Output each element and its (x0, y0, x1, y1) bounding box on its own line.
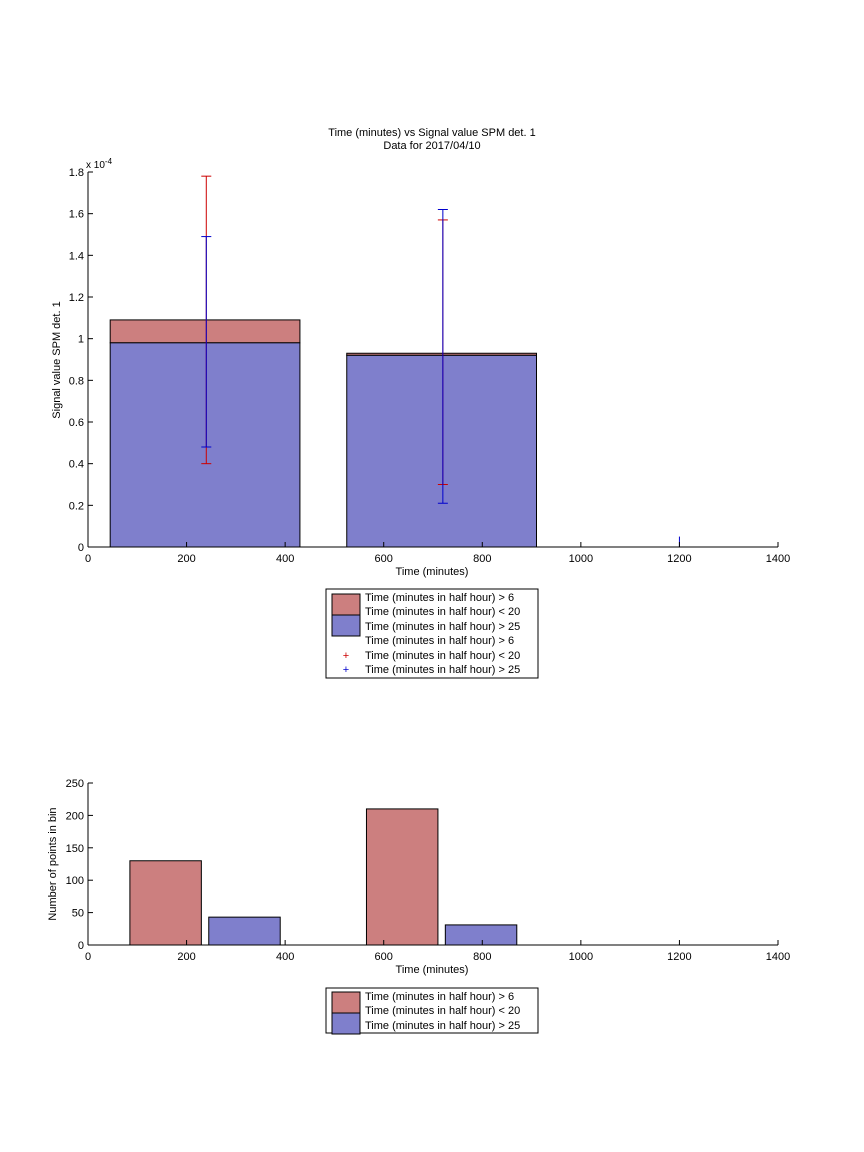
bottom-legend-box (325, 987, 539, 1034)
y-exponent-base: x 10 (86, 160, 105, 171)
legend-entry-text: Time (minutes in half hour) > 25 (365, 664, 520, 676)
top-chart: Time (minutes) vs Signal value SPM det. … (51, 127, 791, 679)
bottom-bars (129, 808, 518, 946)
y-tick-label: 50 (72, 908, 84, 920)
top-axes: 0 200 400 600 800 1000 1200 1400 0 0.2 0.4 0.6 0.8 1 1… (69, 167, 791, 565)
y-tick-label: 0.4 (69, 459, 84, 471)
y-exponent-power: -4 (105, 157, 113, 166)
y-exponent-label: x 10-4 (86, 157, 113, 171)
legend-swatch-blue (331, 614, 361, 637)
x-tick-label: 600 (375, 553, 393, 565)
legend-entry-text: Time (minutes in half hour) > 6 (365, 635, 514, 647)
y-tick-label: 0 (78, 940, 84, 952)
y-tick-label: 1 (78, 334, 84, 346)
x-tick-label: 0 (85, 951, 91, 963)
legend-entry-text: Time (minutes in half hour) < 20 (365, 650, 520, 662)
legend-entry-text: Time (minutes in half hour) > 25 (365, 1020, 520, 1032)
y-tick-label: 200 (66, 810, 84, 822)
bar-red (129, 860, 202, 946)
bar-red (365, 808, 439, 946)
legend-marker-red: + (343, 650, 349, 662)
top-x-axis-label: Time (minutes) (396, 566, 469, 578)
y-tick-label: 1.2 (69, 292, 84, 304)
bar-segment-blue (109, 342, 301, 548)
y-tick-label: 1.6 (69, 209, 84, 221)
x-tick-label: 1200 (667, 951, 691, 963)
legend-entry-text: Time (minutes in half hour) < 20 (365, 1005, 520, 1017)
y-tick-label: 1.4 (69, 250, 84, 262)
x-tick-label: 1000 (569, 553, 593, 565)
bottom-y-axis-label: Number of points in bin (47, 807, 59, 920)
y-tick-label: 100 (66, 875, 84, 887)
legend-swatch-red (331, 991, 361, 1014)
legend-entry-text: Time (minutes in half hour) > 6 (365, 592, 514, 604)
y-tick-label: 0 (78, 542, 84, 554)
legend-marker-blue: + (343, 664, 349, 676)
legend-swatch-red (331, 593, 361, 616)
top-bars (109, 319, 537, 548)
bar-segment-red (109, 319, 301, 344)
y-tick-label: 0.2 (69, 500, 84, 512)
bar-blue (444, 924, 518, 946)
x-tick-label: 200 (177, 951, 195, 963)
top-legend-box (325, 588, 539, 679)
y-tick-label: 150 (66, 843, 84, 855)
chart-subtitle: Data for 2017/04/10 (383, 140, 480, 152)
x-tick-label: 600 (375, 951, 393, 963)
x-tick-label: 400 (276, 553, 294, 565)
x-tick-label: 800 (473, 553, 491, 565)
bottom-x-axis-label: Time (minutes) (396, 964, 469, 976)
x-tick-label: 1400 (766, 553, 790, 565)
x-tick-label: 800 (473, 951, 491, 963)
legend-entry-text: Time (minutes in half hour) > 6 (365, 991, 514, 1003)
x-tick-label: 200 (177, 553, 195, 565)
bottom-chart: 0 200 400 600 800 1000 1200 1400 0 50 100 150 200 250… (47, 778, 791, 1035)
x-tick-label: 0 (85, 553, 91, 565)
chart-title: Time (minutes) vs Signal value SPM det. … (328, 127, 535, 139)
bottom-axes: 0 200 400 600 800 1000 1200 1400 0 50 100 150 200 250 (66, 778, 791, 963)
legend-swatch-blue (331, 1012, 361, 1035)
x-tick-label: 1400 (766, 951, 790, 963)
x-tick-label: 1200 (667, 553, 691, 565)
y-tick-label: 1.8 (69, 167, 84, 179)
legend-entry-text: Time (minutes in half hour) > 25 (365, 621, 520, 633)
bottom-legend: Time (minutes in half hour) > 6 Time (mi… (325, 987, 539, 1035)
legend-entry-text: Time (minutes in half hour) < 20 (365, 606, 520, 618)
bar-blue (208, 916, 281, 946)
top-errorbars (201, 175, 680, 547)
x-tick-label: 1000 (569, 951, 593, 963)
y-tick-label: 250 (66, 778, 84, 790)
top-legend: + + Time (minutes in half hour) > 6 Time… (325, 588, 539, 679)
x-tick-label: 400 (276, 951, 294, 963)
top-y-axis-label: Signal value SPM det. 1 (51, 301, 63, 418)
bar-segment-blue (346, 354, 537, 548)
y-tick-label: 0.8 (69, 375, 84, 387)
y-tick-label: 0.6 (69, 417, 84, 429)
